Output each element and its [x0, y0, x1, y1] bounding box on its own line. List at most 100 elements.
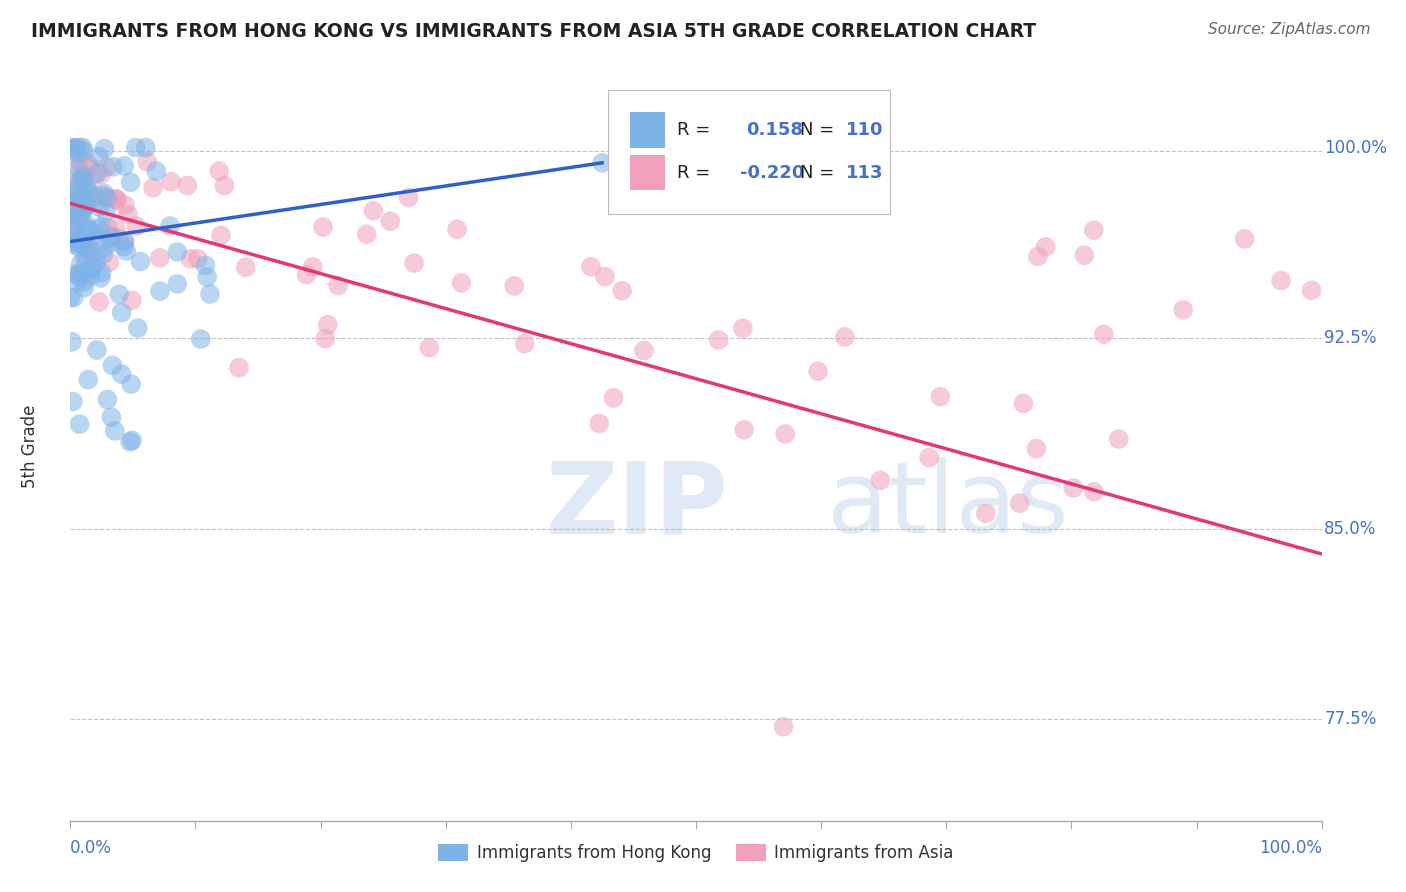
- Point: [326, 278, 349, 293]
- Point: [62, 194, 84, 209]
- Point: [591, 156, 613, 170]
- Point: [120, 434, 142, 449]
- Point: [69, 140, 91, 154]
- Point: [67, 269, 90, 284]
- Point: [75, 237, 97, 252]
- Point: [602, 391, 624, 405]
- Point: [59, 186, 82, 200]
- Point: [72, 267, 94, 281]
- Point: [67, 174, 90, 188]
- Text: 5th Grade: 5th Grade: [21, 404, 39, 488]
- Point: [593, 269, 616, 284]
- Point: [72, 172, 94, 186]
- Point: [115, 244, 138, 258]
- Point: [1012, 396, 1035, 410]
- Point: [67, 266, 90, 280]
- Point: [62, 291, 84, 305]
- Point: [98, 255, 121, 269]
- Point: [76, 198, 98, 212]
- Point: [73, 252, 96, 266]
- Point: [84, 227, 107, 242]
- Point: [142, 180, 165, 194]
- Point: [65, 209, 87, 223]
- Point: [69, 190, 91, 204]
- Point: [107, 231, 129, 245]
- Text: IMMIGRANTS FROM HONG KONG VS IMMIGRANTS FROM ASIA 5TH GRADE CORRELATION CHART: IMMIGRANTS FROM HONG KONG VS IMMIGRANTS …: [31, 22, 1036, 41]
- Point: [104, 192, 127, 206]
- Point: [69, 417, 91, 432]
- Point: [166, 277, 188, 291]
- Point: [82, 260, 104, 275]
- Point: [1026, 249, 1049, 263]
- Point: [76, 179, 98, 194]
- Point: [75, 199, 97, 213]
- Point: [114, 198, 136, 212]
- Text: -0.220: -0.220: [740, 163, 804, 181]
- Point: [66, 161, 89, 175]
- Point: [66, 208, 89, 222]
- Point: [86, 166, 108, 180]
- Point: [60, 183, 83, 197]
- Point: [176, 178, 198, 193]
- Point: [59, 291, 82, 305]
- Point: [87, 150, 110, 164]
- Point: [228, 360, 250, 375]
- Point: [1083, 223, 1105, 237]
- Text: 0.0%: 0.0%: [70, 839, 112, 857]
- Point: [380, 214, 402, 228]
- Point: [67, 231, 90, 245]
- Point: [89, 295, 111, 310]
- Point: [69, 210, 91, 224]
- FancyBboxPatch shape: [630, 112, 665, 148]
- Point: [513, 336, 536, 351]
- Text: 100.0%: 100.0%: [1258, 839, 1322, 857]
- Point: [65, 211, 87, 226]
- Point: [869, 474, 891, 488]
- Point: [733, 423, 755, 437]
- Point: [121, 434, 143, 448]
- Point: [96, 191, 118, 205]
- Point: [929, 390, 952, 404]
- Point: [72, 201, 94, 215]
- Point: [579, 260, 602, 274]
- Point: [101, 160, 124, 174]
- Text: Source: ZipAtlas.com: Source: ZipAtlas.com: [1208, 22, 1371, 37]
- Point: [65, 140, 87, 154]
- Text: N =: N =: [800, 163, 834, 181]
- Point: [84, 255, 107, 269]
- Point: [91, 247, 114, 261]
- Point: [77, 373, 100, 387]
- Text: 113: 113: [846, 163, 883, 181]
- Point: [69, 156, 91, 170]
- Point: [1301, 283, 1323, 297]
- Point: [209, 228, 232, 243]
- Point: [918, 450, 941, 465]
- Point: [69, 229, 91, 244]
- Point: [117, 207, 139, 221]
- Point: [124, 140, 146, 154]
- Point: [72, 195, 94, 210]
- Point: [60, 182, 83, 196]
- Point: [73, 281, 96, 295]
- Point: [60, 140, 83, 154]
- Point: [79, 224, 101, 238]
- Point: [179, 252, 201, 266]
- Text: 100.0%: 100.0%: [1324, 138, 1388, 157]
- Point: [96, 392, 118, 407]
- Point: [807, 364, 830, 378]
- Point: [93, 186, 115, 201]
- Point: [69, 189, 91, 203]
- Point: [633, 343, 655, 358]
- Point: [90, 219, 112, 234]
- Point: [66, 274, 89, 288]
- Point: [63, 141, 86, 155]
- FancyBboxPatch shape: [609, 90, 890, 214]
- Point: [77, 239, 100, 253]
- Point: [76, 221, 98, 235]
- Point: [90, 271, 112, 285]
- Point: [75, 228, 97, 243]
- Point: [198, 287, 221, 301]
- Point: [66, 146, 89, 161]
- Point: [73, 145, 96, 159]
- Point: [60, 334, 83, 349]
